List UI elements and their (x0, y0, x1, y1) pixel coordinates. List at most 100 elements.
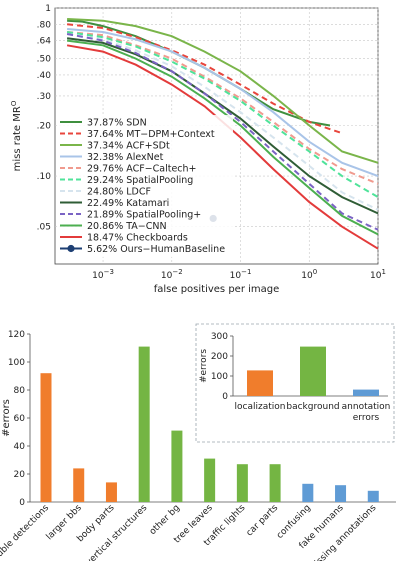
bar-other-bg (171, 430, 183, 502)
series-line-8 (66, 33, 379, 231)
top-y-tick-label: .50 (37, 55, 52, 65)
legend-entry-label: 37.34% ACF+SDt (87, 140, 170, 151)
bottom-y-tick-label: 100 (8, 358, 25, 368)
bottom-y-tick-label: 60 (14, 414, 26, 424)
top-x-tick-label: 10−2 (161, 268, 183, 281)
series-line-2 (67, 18, 379, 164)
top-x-tick-exp: −1 (241, 268, 251, 276)
bar-tree-leaves (204, 458, 216, 502)
series-line-7 (66, 37, 379, 215)
bar-fake-humans (335, 485, 347, 502)
top-x-tick-exp: 1 (381, 268, 385, 276)
bar-larger-bbs (73, 468, 85, 502)
bar-car-parts (269, 464, 281, 502)
inset-category-line: errors (353, 413, 380, 423)
top-y-tick-label: .05 (37, 223, 51, 233)
inset-y-tick-label: 200 (211, 352, 228, 362)
top-y-tick-label: .20 (37, 121, 52, 131)
series-line-1 (66, 23, 343, 135)
inset-category-line: background (286, 402, 339, 412)
series-line-9 (66, 39, 379, 236)
inset-category-labels: localization background annotation errors (235, 402, 391, 423)
bar-missing-annotations (367, 490, 379, 502)
top-y-ticks: .05 .10 .20 .30 .40 .50 .64 .80 1 (37, 4, 52, 233)
series-line-6 (66, 33, 379, 211)
legend-entry-label: 37.87% SDN (87, 117, 147, 128)
inset-border (195, 323, 395, 443)
bottom-category-label: other bg (148, 503, 182, 537)
bottom-y-tick-label: 80 (14, 386, 26, 396)
legend-entry-label: 22.49% Katamari (87, 198, 169, 209)
legend-entry-label: 29.24% SpatialPooling (87, 175, 193, 186)
top-x-tick-exp: −2 (172, 268, 182, 276)
top-y-tick-label: .40 (37, 71, 52, 81)
bar-vertical-structures (138, 346, 150, 502)
bottom-y-tick-label: 120 (8, 330, 25, 340)
inset-y-axis-label: #errors (199, 349, 209, 383)
legend-entry-label: 29.76% ACF−Caltech+ (87, 163, 197, 174)
top-y-tick-label: .30 (37, 92, 52, 102)
top-y-axis-label-main: miss rate MR (12, 106, 23, 171)
inset-category-line: annotation (342, 402, 391, 412)
inset-category-label: background (286, 402, 339, 412)
inset-y-tick-label: 100 (211, 372, 228, 382)
top-y-axis-label-sup: O (10, 100, 18, 106)
top-y-tick-label: .10 (37, 172, 52, 182)
legend-entry-label: 21.89% SpatialPooling+ (87, 209, 201, 220)
bottom-y-axis-label: #errors (1, 399, 12, 437)
inset-category-line: localization (235, 402, 286, 412)
top-y-tick-label: .80 (37, 20, 52, 30)
inset-y-tick-label: 0 (222, 392, 228, 402)
top-y-tick-label: .64 (37, 37, 52, 47)
miss-rate-chart: 10−3 10−2 10−1 100 101 .05.10.20.30.40.50.64… (10, 4, 386, 295)
top-x-tick-base: 10 (370, 271, 382, 281)
top-y-axis-label: miss rate MRO (10, 100, 23, 171)
top-x-tick-base: 10 (301, 271, 313, 281)
bar-confusing (302, 483, 314, 502)
inset-category-label: annotation errors (342, 402, 391, 423)
bottom-category-label: double detections (0, 503, 51, 561)
top-x-tick-exp: 0 (313, 268, 317, 276)
top-legend-bg (58, 115, 233, 257)
top-x-tick-label: 100 (301, 268, 317, 281)
inset-bar-localization (247, 370, 273, 396)
bar-body-parts (105, 482, 117, 502)
legend-entry-label: 18.47% Checkboards (87, 232, 188, 243)
inset-bar-chart: 0 100 200 300 localization background annotat… (195, 323, 395, 443)
legend-entry-label: 5.62% Ours−HumanBaseline (87, 244, 225, 255)
bottom-y-tick-label: 40 (14, 442, 26, 452)
bottom-y-tick-label: 0 (19, 498, 25, 508)
top-x-tick-base: 10 (92, 271, 104, 281)
bar-double-detections (40, 373, 52, 502)
bottom-y-ticks: 0 20 40 60 80 100 120 (8, 330, 30, 508)
legend-entry-label: 20.86% TA−CNN (87, 221, 167, 232)
series-line-5 (66, 31, 379, 198)
legend-entry-label: 32.38% AlexNet (87, 152, 164, 163)
inset-bar-annotation-errors (353, 389, 379, 396)
bottom-y-tick-label: 20 (14, 470, 26, 480)
legend-entry-label: 37.64% MT−DPM+Context (87, 129, 215, 140)
top-x-tick-base: 10 (230, 271, 242, 281)
top-x-tick-label: 101 (370, 268, 386, 281)
top-x-tick-exp: −3 (104, 268, 114, 276)
top-x-tick-label: 10−1 (230, 268, 252, 281)
inset-bars (247, 346, 379, 396)
inset-y-ticks: 0 100 200 300 (211, 332, 233, 402)
inset-y-tick-label: 300 (211, 332, 228, 342)
top-series-group (66, 18, 379, 250)
inset-bar-background (300, 346, 326, 396)
legend-entry-label: 24.80% LDCF (87, 186, 151, 197)
top-x-tick-base: 10 (161, 271, 173, 281)
bottom-bars (40, 346, 379, 502)
top-y-tick-label: 1 (45, 4, 51, 14)
top-x-tick-label: 10−3 (92, 268, 114, 281)
inset-category-label: localization (235, 402, 286, 412)
legend-swatch-dot (67, 244, 75, 253)
top-x-axis-label: false positives per image (154, 284, 280, 295)
series-line-3 (67, 28, 379, 178)
top-x-ticks: 10−3 10−2 10−1 100 101 (92, 268, 386, 281)
bar-traffic-lights (236, 464, 248, 502)
